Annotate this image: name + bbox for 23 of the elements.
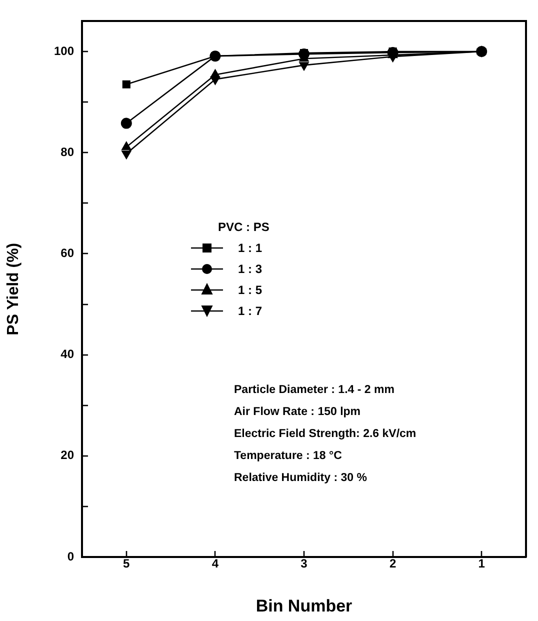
x-tick-label: 5	[123, 556, 130, 571]
legend-label: 1 : 5	[238, 282, 262, 296]
y-tick-label: 0	[67, 549, 74, 564]
annotation: Relative Humidity : 30 %	[234, 472, 368, 486]
y-tick-label: 80	[60, 144, 74, 159]
annotation: Electric Field Strength: 2.6 kV/cm	[234, 428, 416, 442]
y-tick-label: 40	[60, 347, 74, 362]
x-tick-label: 1	[478, 556, 486, 571]
legend-title: PVC : PS	[218, 220, 270, 234]
y-tick-label: 20	[60, 448, 74, 462]
annotation: Particle Diameter : 1.4 - 2 mm	[234, 384, 396, 398]
annotation: Temperature : 18 °C	[234, 450, 343, 464]
x-tick-label: 2	[389, 556, 396, 571]
annotation: Air Flow Rate : 150 lpm	[234, 406, 362, 420]
y-tick-label: 100	[54, 44, 74, 58]
x-tick-label: 4	[212, 556, 219, 571]
y-axis-title: PS Yield (%)	[5, 242, 22, 336]
y-tick-label: 60	[60, 246, 74, 260]
x-axis-title: Bin Number	[256, 596, 353, 616]
legend-label: 1 : 3	[238, 262, 262, 276]
x-tick-label: 3	[300, 556, 308, 571]
legend-label: 1 : 1	[238, 240, 262, 254]
legend-label: 1 : 7	[238, 304, 262, 318]
